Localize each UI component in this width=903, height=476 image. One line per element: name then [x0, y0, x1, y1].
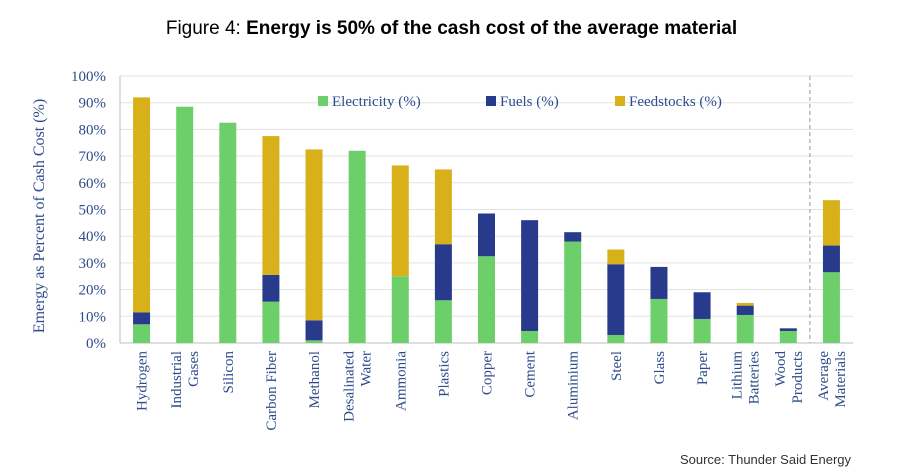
x-tick-label: Aluminium: [566, 351, 582, 421]
bar-segment-electricity: [305, 340, 323, 343]
x-tick-label: Products: [790, 351, 806, 404]
bar-segment-fuels: [564, 232, 582, 242]
bar-segment-feedstocks: [736, 302, 754, 306]
x-tick-labels: Hydrogen Industrial Gases Silicon Carbon Fib…: [135, 350, 849, 430]
x-tick-label: Batteries: [747, 351, 763, 404]
legend: Electricity (%) Fuels (%) Feedstocks (%): [318, 94, 722, 110]
x-tick-label: Gases: [186, 351, 202, 387]
y-tick-label: 80%: [79, 122, 107, 138]
y-tick-label: 60%: [79, 176, 107, 192]
bar-segment-electricity: [262, 301, 280, 343]
bar-segment-fuels: [521, 220, 539, 331]
bar-segment-electricity: [219, 122, 237, 343]
y-tick-labels: 0% 10% 20% 30% 40% 50% 60% 70% 80% 90% 100%: [71, 69, 106, 352]
y-tick-label: 50%: [79, 203, 107, 219]
bar-segment-fuels: [478, 213, 495, 257]
legend-label: Electricity (%): [332, 94, 421, 110]
x-tick-label: Paper: [695, 351, 711, 385]
y-tick-label: 30%: [79, 256, 107, 272]
bar-segment-electricity: [521, 330, 539, 343]
bar-segment-electricity: [133, 324, 151, 343]
bar-segment-fuels: [434, 244, 452, 301]
bar-segment-electricity: [779, 330, 797, 343]
bar-segment-fuels: [650, 266, 668, 299]
y-tick-label: 40%: [79, 229, 107, 245]
source-note: Source: Thunder Said Energy: [679, 452, 851, 467]
bar-segment-electricity: [564, 241, 582, 343]
y-tick-label: 70%: [79, 149, 107, 165]
bar-segment-electricity: [176, 106, 194, 343]
x-tick-label: Average: [816, 351, 832, 401]
legend-swatch: [486, 96, 496, 106]
bars: [133, 97, 840, 343]
gridlines: [120, 75, 853, 317]
legend-label: Feedstocks (%): [629, 94, 722, 110]
x-tick-label: Methanol: [307, 351, 323, 409]
legend-swatch: [318, 96, 328, 106]
title-bold: Energy is 50% of the cash cost of the av…: [246, 18, 738, 39]
bar-segment-feedstocks: [262, 136, 280, 275]
y-axis-label: Emergy as Percent of Cash Cost (%): [31, 99, 48, 333]
bar-segment-fuels: [822, 245, 840, 273]
chart-title: Figure 4: Energy is 50% of the cash cost…: [0, 18, 903, 40]
bar-segment-feedstocks: [822, 200, 840, 246]
bar-segment-electricity: [736, 314, 754, 343]
title-prefix: Figure 4:: [165, 18, 247, 39]
x-tick-label: Plastics: [436, 351, 452, 397]
legend-swatch: [615, 96, 625, 106]
x-tick-label: Wood: [773, 351, 789, 387]
y-tick-label: 100%: [71, 69, 106, 85]
bar-segment-electricity: [822, 272, 840, 343]
x-tick-label: Desalinated: [342, 351, 358, 422]
y-tick-label: 0%: [86, 336, 106, 352]
y-tick-label: 10%: [79, 309, 107, 325]
x-tick-label: Materials: [833, 351, 849, 408]
legend-label: Fuels (%): [500, 94, 559, 110]
bar-segment-feedstocks: [434, 169, 452, 245]
x-tick-label: Glass: [652, 351, 668, 384]
x-tick-label: Copper: [480, 351, 496, 395]
bar-segment-electricity: [391, 276, 409, 343]
x-tick-label: Lithium: [730, 351, 746, 400]
x-tick-label: Ammonia: [393, 351, 409, 411]
bar-segment-fuels: [779, 328, 797, 331]
bar-segment-fuels: [736, 305, 754, 315]
bar-segment-feedstocks: [391, 165, 409, 277]
y-tick-label: 90%: [79, 96, 107, 112]
x-tick-label: Cement: [523, 350, 539, 397]
bar-segment-fuels: [262, 274, 280, 302]
x-tick-label: Industrial: [169, 351, 185, 409]
bar-segment-fuels: [607, 264, 625, 335]
bar-segment-fuels: [693, 292, 711, 319]
bar-segment-electricity: [693, 318, 711, 343]
bar-segment-feedstocks: [607, 249, 625, 265]
bar-segment-fuels: [133, 312, 151, 325]
bar-segment-fuels: [305, 320, 323, 341]
x-tick-label: Steel: [609, 351, 625, 381]
bar-segment-electricity: [607, 334, 625, 343]
bar-segment-electricity: [348, 150, 366, 343]
x-tick-label: Carbon Fiber: [264, 351, 280, 431]
y-tick-label: 20%: [79, 283, 107, 299]
bar-segment-electricity: [478, 256, 495, 343]
bar-segment-feedstocks: [305, 149, 323, 321]
x-tick-label: Silicon: [221, 351, 237, 394]
bar-segment-electricity: [650, 298, 668, 343]
bar-segment-electricity: [434, 300, 452, 343]
x-tick-label: Hydrogen: [135, 351, 151, 411]
x-tick-label: Water: [359, 351, 375, 386]
bar-segment-feedstocks: [133, 97, 151, 313]
